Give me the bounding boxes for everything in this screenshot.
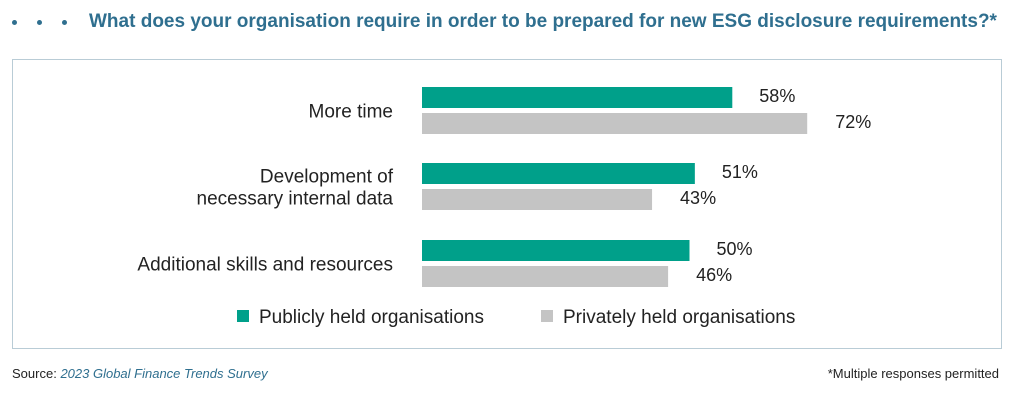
private-bar (422, 113, 808, 134)
header: What does your organisation require in o… (10, 6, 997, 38)
legend-private-swatch (541, 310, 553, 322)
data-label: 58% (759, 86, 795, 106)
source-title: 2023 Global Finance Trends Survey (60, 366, 268, 381)
dot-icon (12, 19, 17, 25)
legend-public-swatch (237, 310, 249, 322)
category-label: More time (309, 102, 393, 123)
chart-frame: More time 58% 72% Development of necessary i… (12, 59, 1002, 349)
public-bar (422, 87, 733, 108)
private-bar (422, 266, 669, 287)
legend-label: Publicly held organisations (259, 307, 484, 328)
chart-title: What does your organisation require in o… (89, 11, 997, 32)
source-label: Source: (12, 366, 57, 381)
legend-label: Privately held organisations (563, 307, 795, 328)
public-bar (422, 163, 695, 184)
footnote: *Multiple responses permitted (827, 366, 999, 381)
data-label: 46% (696, 265, 732, 285)
data-label: 50% (717, 239, 753, 259)
category-label: necessary internal data (197, 189, 394, 210)
category-label: Development of (260, 167, 394, 188)
private-bar (422, 189, 653, 210)
category-label: Additional skills and resources (137, 255, 393, 276)
bullet-dots-icon (12, 19, 67, 25)
source-note: Source: 2023 Global Finance Trends Surve… (12, 366, 268, 381)
dot-icon (62, 19, 67, 25)
public-bar (422, 240, 690, 261)
data-label: 72% (835, 112, 871, 132)
data-label: 51% (722, 162, 758, 182)
dot-icon (37, 19, 42, 25)
data-label: 43% (680, 188, 716, 208)
